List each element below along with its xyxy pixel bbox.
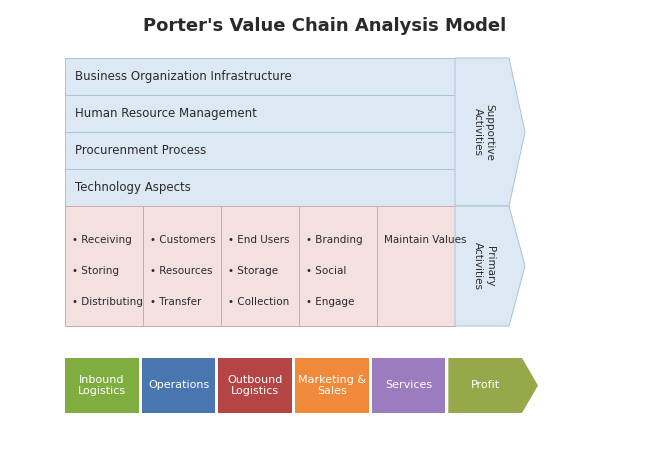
Text: Porter's Value Chain Analysis Model: Porter's Value Chain Analysis Model: [144, 17, 506, 35]
FancyBboxPatch shape: [372, 358, 445, 413]
FancyBboxPatch shape: [143, 206, 221, 326]
Text: Services: Services: [385, 380, 432, 390]
Text: Profit: Profit: [471, 380, 500, 390]
Text: • Resources: • Resources: [150, 266, 213, 276]
FancyBboxPatch shape: [377, 206, 455, 326]
Text: Procurenment Process: Procurenment Process: [75, 144, 206, 157]
Text: Supportive
Activities: Supportive Activities: [473, 104, 495, 160]
FancyBboxPatch shape: [65, 358, 138, 413]
Text: Human Resource Management: Human Resource Management: [75, 107, 257, 120]
Text: Marketing &
Sales: Marketing & Sales: [298, 375, 366, 396]
Text: Operations: Operations: [148, 380, 209, 390]
Text: • Receiving: • Receiving: [72, 235, 132, 245]
FancyBboxPatch shape: [295, 358, 369, 413]
Text: Outbound
Logistics: Outbound Logistics: [227, 375, 283, 396]
Text: • Storage: • Storage: [228, 266, 278, 276]
FancyBboxPatch shape: [65, 206, 143, 326]
Text: • End Users: • End Users: [228, 235, 289, 245]
FancyBboxPatch shape: [299, 206, 377, 326]
Text: • Distributing: • Distributing: [72, 297, 143, 307]
Text: • Social: • Social: [306, 266, 346, 276]
Text: Business Organization Infrastructure: Business Organization Infrastructure: [75, 70, 292, 83]
Polygon shape: [455, 58, 525, 206]
Text: Maintain Values: Maintain Values: [384, 235, 467, 245]
FancyBboxPatch shape: [65, 95, 455, 132]
Text: • Storing: • Storing: [72, 266, 119, 276]
FancyBboxPatch shape: [65, 132, 455, 169]
FancyBboxPatch shape: [65, 58, 455, 95]
FancyBboxPatch shape: [221, 206, 299, 326]
FancyBboxPatch shape: [142, 358, 215, 413]
Polygon shape: [455, 206, 525, 326]
Text: • Branding: • Branding: [306, 235, 363, 245]
Text: • Engage: • Engage: [306, 297, 354, 307]
Text: • Customers: • Customers: [150, 235, 216, 245]
Text: • Collection: • Collection: [228, 297, 289, 307]
Polygon shape: [448, 358, 538, 413]
Text: Technology Aspects: Technology Aspects: [75, 181, 191, 194]
FancyBboxPatch shape: [218, 358, 292, 413]
Text: Inbound
Logistics: Inbound Logistics: [78, 375, 126, 396]
Text: • Transfer: • Transfer: [150, 297, 202, 307]
FancyBboxPatch shape: [65, 169, 455, 206]
Text: Primary
Activities: Primary Activities: [473, 242, 495, 290]
